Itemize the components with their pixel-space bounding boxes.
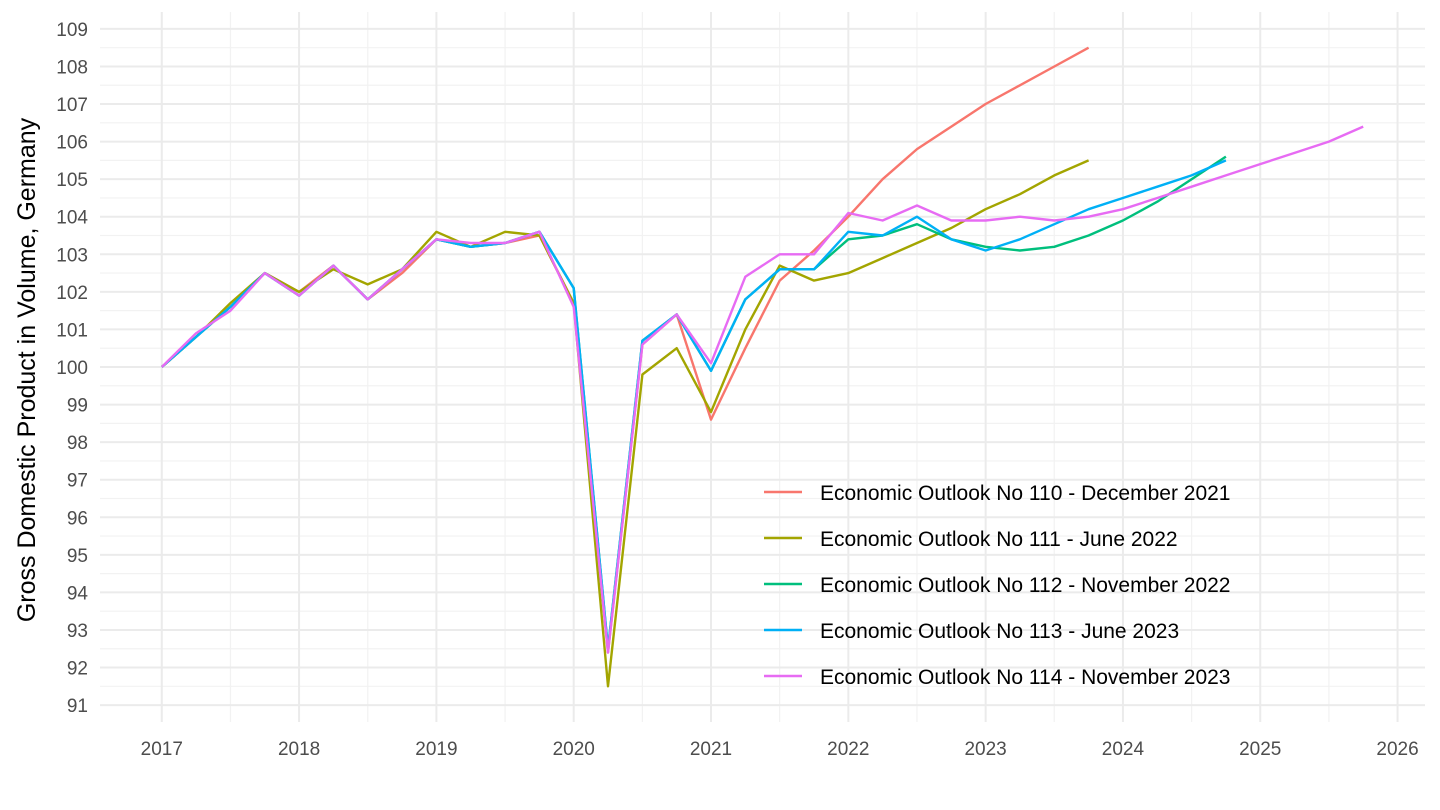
x-axis-tick-labels: 2017 2018 2019 2020 2021 2022 2023 2024 2025 2026 [141, 739, 1419, 760]
legend-label-3: Economic Outlook No 112 - November 2022 [820, 574, 1230, 597]
y-tick-label: 104 [56, 208, 88, 229]
series-line-1 [161, 46, 1090, 654]
y-tick-label: 94 [67, 583, 89, 604]
y-axis-label: Gross Domestic Product in Volume, German… [13, 117, 41, 622]
major-gridlines [100, 12, 1425, 722]
x-tick-label: 2021 [690, 739, 732, 760]
y-axis-tick-labels: 91 92 93 94 95 96 97 98 99 100 101 102 103 104 105 106 1… [56, 20, 88, 717]
x-tick-label: 2022 [827, 739, 869, 760]
y-tick-label: 103 [56, 245, 88, 266]
y-tick-label: 109 [56, 20, 88, 41]
legend-label-5: Economic Outlook No 114 - November 2023 [820, 666, 1230, 689]
series-lines [160, 46, 1364, 688]
y-tick-label: 92 [67, 659, 88, 680]
y-tick-label: 100 [56, 358, 88, 379]
legend-label-2: Economic Outlook No 111 - June 2022 [820, 528, 1178, 551]
y-tick-label: 102 [56, 283, 88, 304]
y-tick-label: 101 [56, 320, 88, 341]
y-tick-label: 97 [67, 471, 88, 492]
y-tick-label: 106 [56, 133, 88, 154]
x-tick-label: 2017 [141, 739, 183, 760]
y-tick-label: 107 [56, 95, 88, 116]
x-tick-label: 2025 [1239, 739, 1281, 760]
y-tick-label: 95 [67, 546, 88, 567]
y-tick-label: 108 [56, 57, 88, 78]
x-tick-label: 2018 [278, 739, 320, 760]
x-tick-label: 2020 [553, 739, 595, 760]
series-line-5 [160, 125, 1364, 654]
y-tick-label: 105 [56, 170, 88, 191]
legend-label-1: Economic Outlook No 110 - December 2021 [820, 482, 1230, 505]
y-tick-label: 91 [67, 696, 88, 717]
y-tick-label: 98 [67, 433, 88, 454]
y-tick-label: 93 [67, 621, 88, 642]
y-tick-label: 99 [67, 396, 88, 417]
x-tick-label: 2026 [1376, 739, 1418, 760]
y-tick-label: 96 [67, 508, 88, 529]
x-tick-label: 2023 [964, 739, 1006, 760]
x-tick-label: 2024 [1102, 739, 1145, 760]
legend-label-4: Economic Outlook No 113 - June 2023 [820, 620, 1179, 643]
x-tick-label: 2019 [415, 739, 457, 760]
legend: Economic Outlook No 110 - December 2021 E… [764, 482, 1230, 689]
